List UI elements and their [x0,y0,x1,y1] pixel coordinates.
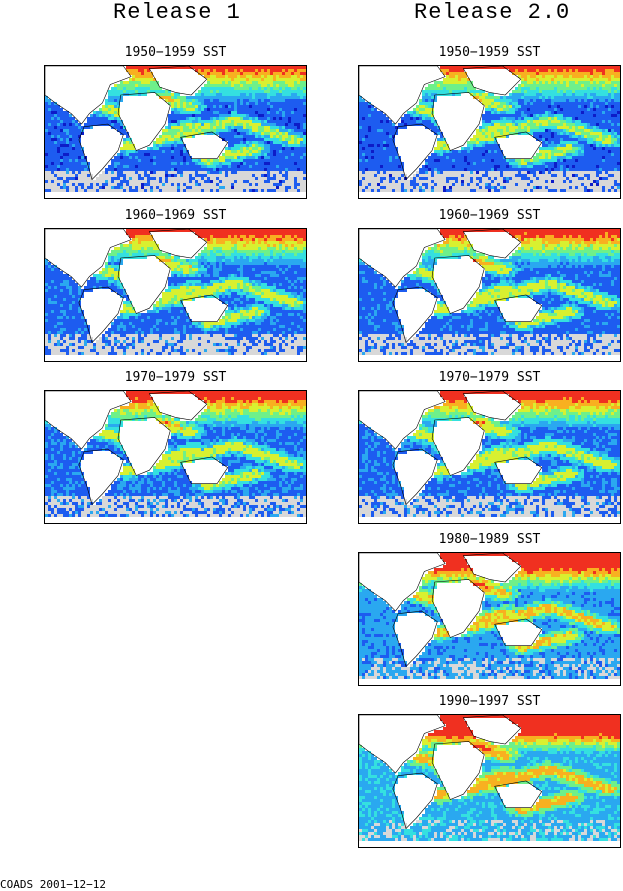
map-grid [359,553,620,685]
panel-title: 1950−1959 SST [358,45,621,60]
column-title-release-1: Release 1 [113,0,241,25]
panel-title: 1970−1979 SST [44,370,307,385]
sst-observation-map [44,65,307,199]
sst-observation-map [358,390,621,524]
sst-observation-map [358,552,621,686]
panel-title: 1960−1969 SST [44,208,307,223]
sst-observation-map [358,714,621,848]
panel-title: 1980−1989 SST [358,532,621,547]
map-grid [359,391,620,523]
sst-observation-map [358,65,621,199]
sst-observation-map [358,228,621,362]
panel-title: 1970−1979 SST [358,370,621,385]
map-grid [45,66,306,198]
map-grid [45,229,306,361]
footer-label: COADS 2001−12−12 [0,878,106,891]
map-grid [359,66,620,198]
panel-title: 1950−1959 SST [44,45,307,60]
panel-title: 1990−1997 SST [358,694,621,709]
column-title-release-2: Release 2.0 [414,0,570,25]
map-grid [45,391,306,523]
map-grid [359,229,620,361]
map-grid [359,715,620,847]
sst-observation-map [44,228,307,362]
sst-observation-map [44,390,307,524]
panel-title: 1960−1969 SST [358,208,621,223]
